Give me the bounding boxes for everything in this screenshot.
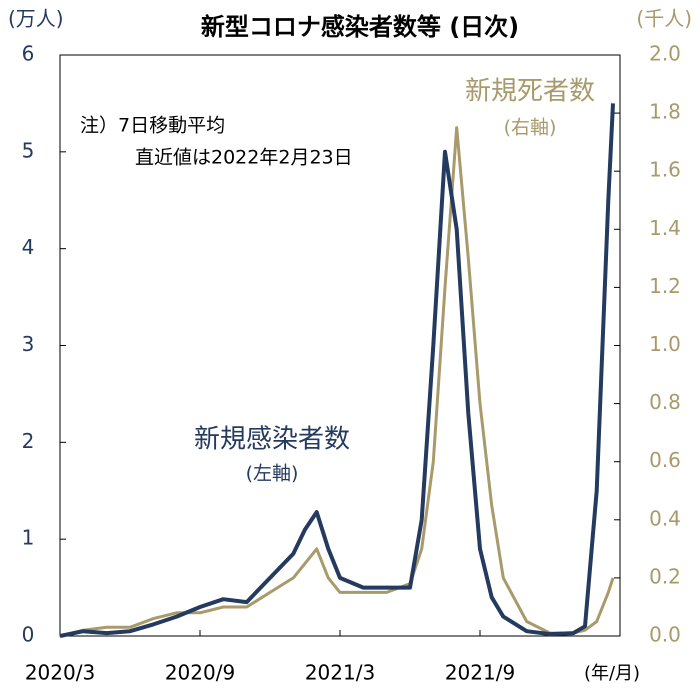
- y-tick-label: 6: [22, 42, 35, 66]
- y2-tick-label: 0.8: [649, 390, 681, 414]
- y2-tick-label: 1.6: [649, 158, 681, 182]
- y2-tick-label: 0.4: [649, 506, 681, 530]
- y2-tick-label: 1.0: [649, 332, 681, 356]
- y-tick-label: 4: [22, 235, 35, 259]
- y2-tick-label: 1.2: [649, 274, 681, 298]
- axis-note: (左軸): [246, 463, 299, 485]
- x-unit-label: (年/月): [584, 663, 640, 684]
- x-tick-label: 2020/3: [25, 661, 95, 685]
- series-line: [59, 103, 615, 638]
- note: 直近値は2022年2月23日: [135, 147, 353, 169]
- y-tick-label: 1: [22, 526, 35, 550]
- axis-note: (右軸): [504, 117, 557, 139]
- y2-tick-label: 0.0: [649, 623, 681, 647]
- chart-title: 新型コロナ感染者数等 (日次): [201, 13, 519, 41]
- x-tick-label: 2021/9: [445, 661, 515, 685]
- y-tick-label: 0: [22, 623, 35, 647]
- y2-axis-label: (千人): [636, 7, 692, 31]
- x-tick-label: 2021/3: [305, 661, 375, 685]
- y-axis-label: (万人): [8, 7, 64, 31]
- series-line: [59, 126, 615, 638]
- y-tick-label: 3: [22, 332, 35, 356]
- series-label: 新規感染者数: [194, 425, 350, 455]
- y-tick-label: 2: [22, 429, 35, 453]
- series-label: 新規死者数: [465, 77, 595, 107]
- y2-tick-label: 2.0: [649, 42, 681, 66]
- y-tick-label: 5: [22, 138, 35, 162]
- y2-tick-label: 0.6: [649, 448, 681, 472]
- note: 注）7日移動平均: [80, 115, 225, 137]
- x-tick-label: 2020/9: [165, 661, 235, 685]
- plot-frame: [59, 54, 621, 637]
- y2-tick-label: 1.4: [649, 216, 681, 240]
- y2-tick-label: 1.8: [649, 100, 681, 124]
- y2-tick-label: 0.2: [649, 564, 681, 588]
